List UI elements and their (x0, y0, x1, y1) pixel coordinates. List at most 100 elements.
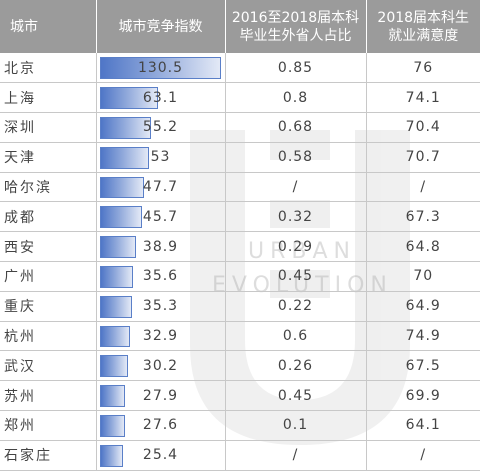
header-city: 城市 (0, 0, 97, 53)
cell-index: 30.2 (96, 350, 226, 382)
index-value: 130.5 (137, 59, 184, 76)
index-bar (99, 325, 130, 348)
table-row: 西安 38.9 0.29 64.8 (0, 231, 480, 263)
cell-city: 天津 (0, 142, 97, 173)
cell-ratio: 0.29 (225, 231, 367, 263)
cell-ratio: 0.26 (225, 350, 367, 382)
cell-ratio: 0.6 (225, 321, 367, 352)
cell-ratio: 0.1 (225, 410, 367, 441)
index-bar (99, 117, 151, 139)
header-satisfaction-line1: 2018届本科生 (377, 9, 470, 26)
cell-city: 杭州 (0, 321, 97, 352)
index-bar (99, 87, 158, 110)
cell-city: 郑州 (0, 410, 97, 441)
header-ratio-line1: 2016至2018届本科 (231, 9, 360, 26)
index-value: 55.2 (142, 119, 179, 136)
cell-city: 哈尔滨 (0, 172, 97, 203)
table-row: 重庆 35.3 0.22 64.9 (0, 291, 480, 322)
table-row: 杭州 32.9 0.6 74.9 (0, 321, 480, 352)
cell-ratio: 0.58 (225, 142, 367, 173)
cell-ratio: / (225, 440, 367, 471)
table-row: 天津 53 0.58 70.7 (0, 142, 480, 173)
cell-index: 32.9 (96, 321, 226, 352)
table-row: 郑州 27.6 0.1 64.1 (0, 410, 480, 441)
index-value: 45.7 (142, 208, 179, 225)
cell-index: 63.1 (96, 82, 226, 114)
cell-city: 北京 (0, 53, 97, 84)
cell-index: 45.7 (96, 201, 226, 233)
index-value: 53 (150, 149, 171, 166)
index-bar (99, 444, 124, 467)
cell-index: 27.6 (96, 410, 226, 441)
cell-index: 35.6 (96, 261, 226, 292)
table-row: 石家庄 25.4 // (0, 440, 480, 471)
cell-satisfaction: 76 (366, 53, 480, 84)
cell-satisfaction: 64.9 (366, 291, 480, 322)
cell-ratio: 0.32 (225, 201, 367, 233)
index-bar (99, 57, 221, 80)
cell-satisfaction: 64.8 (366, 231, 480, 263)
cell-ratio: 0.8 (225, 82, 367, 114)
table-row: 广州 35.6 0.45 70 (0, 261, 480, 292)
cell-satisfaction: 74.1 (366, 82, 480, 114)
cell-city: 深圳 (0, 112, 97, 143)
index-value: 38.9 (142, 238, 179, 255)
cell-ratio: 0.45 (225, 261, 367, 292)
cell-satisfaction: 69.9 (366, 380, 480, 412)
index-value: 35.6 (142, 268, 179, 285)
cell-ratio: 0.68 (225, 112, 367, 143)
index-bar (99, 146, 149, 169)
index-value: 25.4 (142, 447, 179, 464)
cell-index: 38.9 (96, 231, 226, 263)
cell-ratio: 0.85 (225, 53, 367, 84)
index-bar (99, 176, 144, 199)
cell-city: 石家庄 (0, 440, 97, 471)
index-value: 27.9 (142, 387, 179, 404)
cell-satisfaction: / (366, 172, 480, 203)
header-satisfaction: 2018届本科生 就业满意度 (366, 0, 480, 53)
cell-satisfaction: 74.9 (366, 321, 480, 352)
cell-city: 上海 (0, 82, 97, 114)
cell-satisfaction: 67.5 (366, 350, 480, 382)
header-ratio: 2016至2018届本科 毕业生外省人占比 (225, 0, 367, 53)
table-row: 深圳 55.2 0.68 70.4 (0, 112, 480, 143)
header-satisfaction-line2: 就业满意度 (388, 27, 459, 44)
cell-index: 55.2 (96, 112, 226, 143)
index-bar (99, 355, 128, 378)
table-row: 哈尔滨 47.7 // (0, 172, 480, 203)
header-ratio-line2: 毕业生外省人占比 (239, 27, 352, 44)
cell-city: 广州 (0, 261, 97, 292)
index-bar (99, 266, 133, 288)
table-body: 北京 130.5 0.85 76 上海 63.1 0.8 74.1 深圳 55.2 0.68 70.4… (0, 53, 480, 471)
cell-satisfaction: 70.7 (366, 142, 480, 173)
table-row: 北京 130.5 0.85 76 (0, 53, 480, 84)
cell-index: 130.5 (96, 53, 226, 84)
cell-satisfaction: / (366, 440, 480, 471)
cell-index: 35.3 (96, 291, 226, 322)
table-row: 成都 45.7 0.32 67.3 (0, 201, 480, 233)
index-value: 32.9 (142, 328, 179, 345)
header-index: 城市竞争指数 (96, 0, 226, 53)
table-header-row: 城市 城市竞争指数 2016至2018届本科 毕业生外省人占比 2018届本科生… (0, 0, 480, 53)
index-bar (99, 295, 133, 318)
index-bar (99, 236, 136, 259)
index-value: 63.1 (142, 89, 179, 106)
index-value: 30.2 (142, 357, 179, 374)
cell-city: 西安 (0, 231, 97, 263)
cell-city: 成都 (0, 201, 97, 233)
cell-city: 武汉 (0, 350, 97, 382)
cell-satisfaction: 67.3 (366, 201, 480, 233)
cell-ratio: 0.45 (225, 380, 367, 412)
cell-index: 25.4 (96, 440, 226, 471)
cell-index: 27.9 (96, 380, 226, 412)
index-bar (99, 415, 126, 437)
index-bar (99, 385, 126, 408)
cell-index: 47.7 (96, 172, 226, 203)
index-value: 47.7 (142, 179, 179, 196)
cell-ratio: / (225, 172, 367, 203)
table-row: 苏州 27.9 0.45 69.9 (0, 380, 480, 412)
cell-city: 苏州 (0, 380, 97, 412)
index-value: 35.3 (142, 298, 179, 315)
index-bar (99, 206, 142, 229)
